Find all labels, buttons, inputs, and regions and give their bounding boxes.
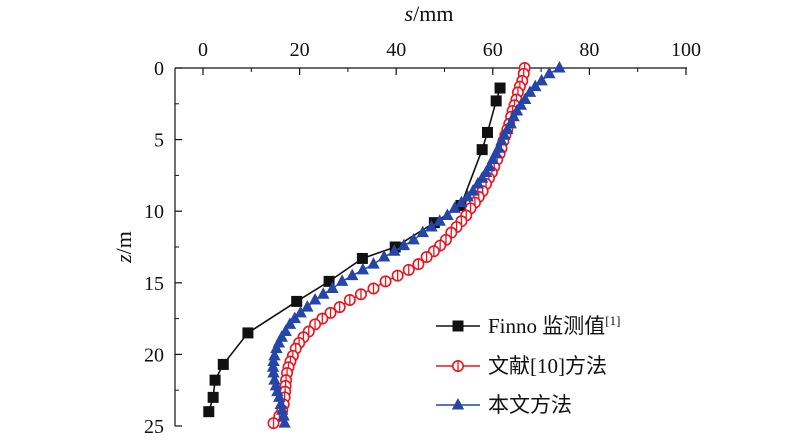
x-tick-label: 80 <box>579 39 599 61</box>
data-point <box>494 82 506 94</box>
data-point <box>278 416 291 428</box>
data-point <box>367 257 380 269</box>
data-point <box>333 301 346 314</box>
data-point <box>276 403 289 415</box>
data-point <box>326 281 339 294</box>
legend-label: 文献[10]方法 <box>488 354 607 378</box>
data-point <box>294 305 307 318</box>
data-point <box>291 295 303 307</box>
data-point <box>323 275 335 287</box>
data-point <box>277 408 290 421</box>
data-point <box>308 292 322 305</box>
data-point <box>356 252 368 264</box>
data-point <box>523 85 537 97</box>
data-point <box>476 144 488 156</box>
y-tick-label: 25 <box>144 416 164 438</box>
x-tick-label: 100 <box>671 39 701 61</box>
legend-label-text: 文献[10]方法 <box>488 354 607 378</box>
legend-label-text: Finno 监测值 <box>488 314 605 338</box>
x-tick-label: 20 <box>290 39 310 61</box>
data-point <box>553 61 566 73</box>
y-tick-label: 15 <box>144 273 164 295</box>
data-point <box>441 208 454 220</box>
data-point <box>461 189 474 202</box>
data-point <box>270 341 283 354</box>
data-point <box>543 66 556 79</box>
legend-label-superscript: [1] <box>605 313 620 328</box>
data-point <box>324 306 337 319</box>
data-point <box>356 262 370 275</box>
data-point <box>203 406 215 418</box>
data-point <box>425 219 438 232</box>
data-point <box>267 354 280 367</box>
data-point <box>267 417 280 430</box>
y-tick-label: 10 <box>144 201 164 223</box>
y-tick-label: 5 <box>154 130 164 152</box>
data-point <box>402 263 415 276</box>
data-point <box>529 79 542 92</box>
x-tick-label: 60 <box>483 39 503 61</box>
y-axis-title: z/m <box>111 231 136 264</box>
data-point <box>466 184 480 196</box>
data-point <box>490 95 502 107</box>
data-point <box>416 225 429 238</box>
data-point <box>377 250 391 262</box>
data-point <box>455 195 468 208</box>
legend-marker <box>452 320 464 332</box>
data-point <box>266 360 280 372</box>
data-point <box>346 268 359 281</box>
data-point <box>317 287 330 299</box>
data-point <box>217 358 229 370</box>
data-point <box>407 232 420 245</box>
legend-marker <box>451 359 464 372</box>
data-point <box>379 275 392 288</box>
data-point <box>268 348 281 361</box>
data-point <box>367 282 380 295</box>
data-point <box>267 366 280 378</box>
legend-item-1: 文献[10]方法 <box>436 354 607 378</box>
data-point <box>209 374 221 386</box>
data-point <box>428 217 440 229</box>
legend-marker <box>451 398 465 410</box>
data-point <box>274 397 287 410</box>
axes-group: 0 20 40 60 80 100 0 5 10 15 20 25 s/mm z/m <box>111 1 701 438</box>
legend-label: 本文方法 <box>488 393 572 417</box>
data-point <box>354 288 367 301</box>
x-axis-title: s/mm <box>405 1 454 26</box>
data-point <box>242 327 254 339</box>
data-point <box>471 176 485 189</box>
legend-item-2: 本文方法 <box>436 393 572 417</box>
legend-label-text: 本文方法 <box>488 393 572 417</box>
plot-area <box>203 61 566 430</box>
data-point <box>397 238 411 251</box>
data-point <box>433 214 446 226</box>
series-2 <box>266 61 566 428</box>
data-point <box>288 311 301 324</box>
data-point <box>448 201 461 213</box>
x-tick-label: 0 <box>198 39 208 61</box>
data-point <box>301 300 314 312</box>
legend-item-0: Finno 监测值[1] <box>436 313 620 338</box>
data-point <box>420 251 433 264</box>
data-point <box>388 244 401 256</box>
data-point <box>391 269 404 282</box>
legend-label: Finno 监测值[1] <box>488 313 620 338</box>
data-point <box>283 317 297 329</box>
data-point <box>335 274 349 286</box>
data-point <box>535 73 548 86</box>
x-tick-label: 40 <box>386 39 406 61</box>
data-point <box>481 126 493 138</box>
y-tick-label: 20 <box>144 344 164 366</box>
data-point <box>273 390 286 402</box>
data-point <box>269 378 283 391</box>
data-point <box>343 293 356 306</box>
y-tick-label: 0 <box>154 58 164 80</box>
data-point <box>412 258 425 271</box>
data-point <box>268 373 281 385</box>
data-point <box>207 391 219 403</box>
